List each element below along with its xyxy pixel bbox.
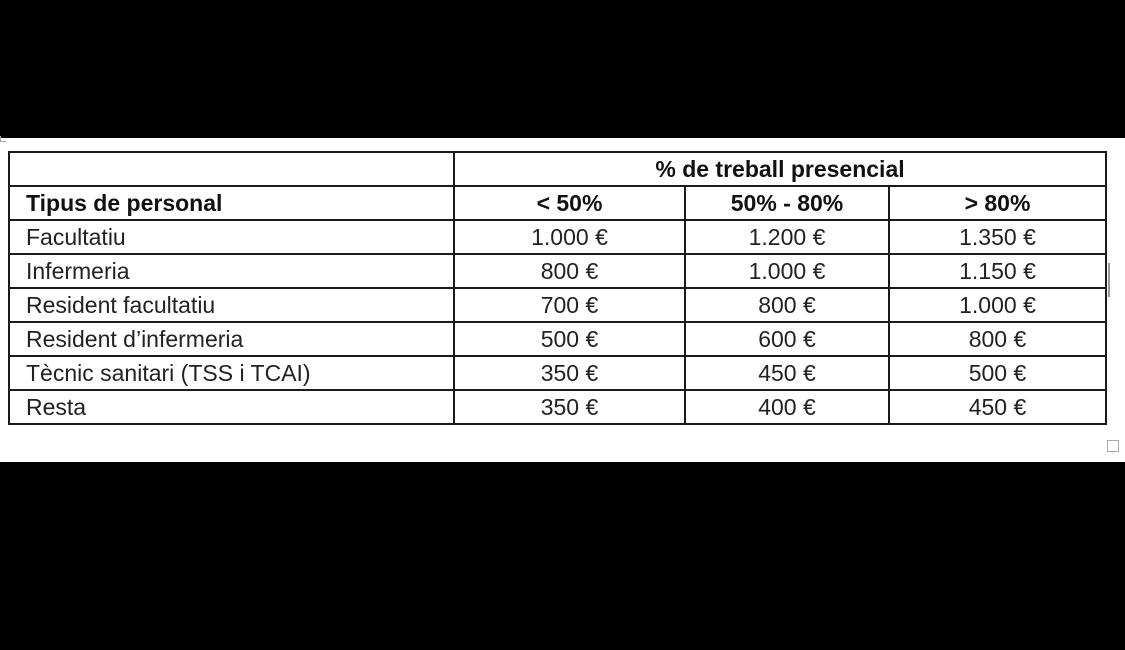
staff-type-cell: Resident facultatiu [8, 287, 455, 323]
table-row: Resta 350 €400 €450 € [8, 389, 1107, 425]
amount-cell: 1.200 € [684, 219, 890, 255]
table-resize-handle[interactable] [1107, 440, 1119, 452]
amount-cell: 700 € [453, 287, 686, 323]
column-header: < 50% [453, 185, 686, 221]
table-anchor-icon [0, 136, 6, 142]
staff-type-cell: Tècnic sanitari (TSS i TCAI) [8, 355, 455, 391]
table-group-header-row: % de treball presencial [8, 151, 1107, 187]
column-header: Tipus de personal [8, 185, 455, 221]
column-header: > 80% [888, 185, 1107, 221]
amount-cell: 800 € [684, 287, 890, 323]
amount-cell: 350 € [453, 389, 686, 425]
table-header-row: Tipus de personal < 50% 50% - 80% > 80% [8, 185, 1107, 221]
amount-cell: 450 € [684, 355, 890, 391]
amount-cell: 500 € [453, 321, 686, 357]
amount-cell: 1.350 € [888, 219, 1107, 255]
amount-cell: 800 € [888, 321, 1107, 357]
table-row: Resident d’infermeria 500 €600 €800 € [8, 321, 1107, 357]
amount-cell: 400 € [684, 389, 890, 425]
amount-cell: 450 € [888, 389, 1107, 425]
staff-type-cell: Resta [8, 389, 455, 425]
amount-cell: 1.150 € [888, 253, 1107, 289]
group-header: % de treball presencial [453, 151, 1107, 187]
empty-header-cell [8, 151, 455, 187]
compensation-table: % de treball presencial Tipus de persona… [8, 151, 1107, 425]
amount-cell: 500 € [888, 355, 1107, 391]
amount-cell: 1.000 € [684, 253, 890, 289]
column-header: 50% - 80% [684, 185, 890, 221]
table-row: Resident facultatiu 700 €800 €1.000 € [8, 287, 1107, 323]
staff-type-cell: Infermeria [8, 253, 455, 289]
staff-type-cell: Facultatiu [8, 219, 455, 255]
table-row: Facultatiu 1.000 €1.200 €1.350 € [8, 219, 1107, 255]
amount-cell: 1.000 € [888, 287, 1107, 323]
amount-cell: 600 € [684, 321, 890, 357]
amount-cell: 800 € [453, 253, 686, 289]
table-row: Tècnic sanitari (TSS i TCAI) 350 €450 €50… [8, 355, 1107, 391]
staff-type-cell: Resident d’infermeria [8, 321, 455, 357]
amount-cell: 350 € [453, 355, 686, 391]
text-cursor [1108, 263, 1110, 297]
table-row: Infermeria 800 €1.000 €1.150 € [8, 253, 1107, 289]
amount-cell: 1.000 € [453, 219, 686, 255]
